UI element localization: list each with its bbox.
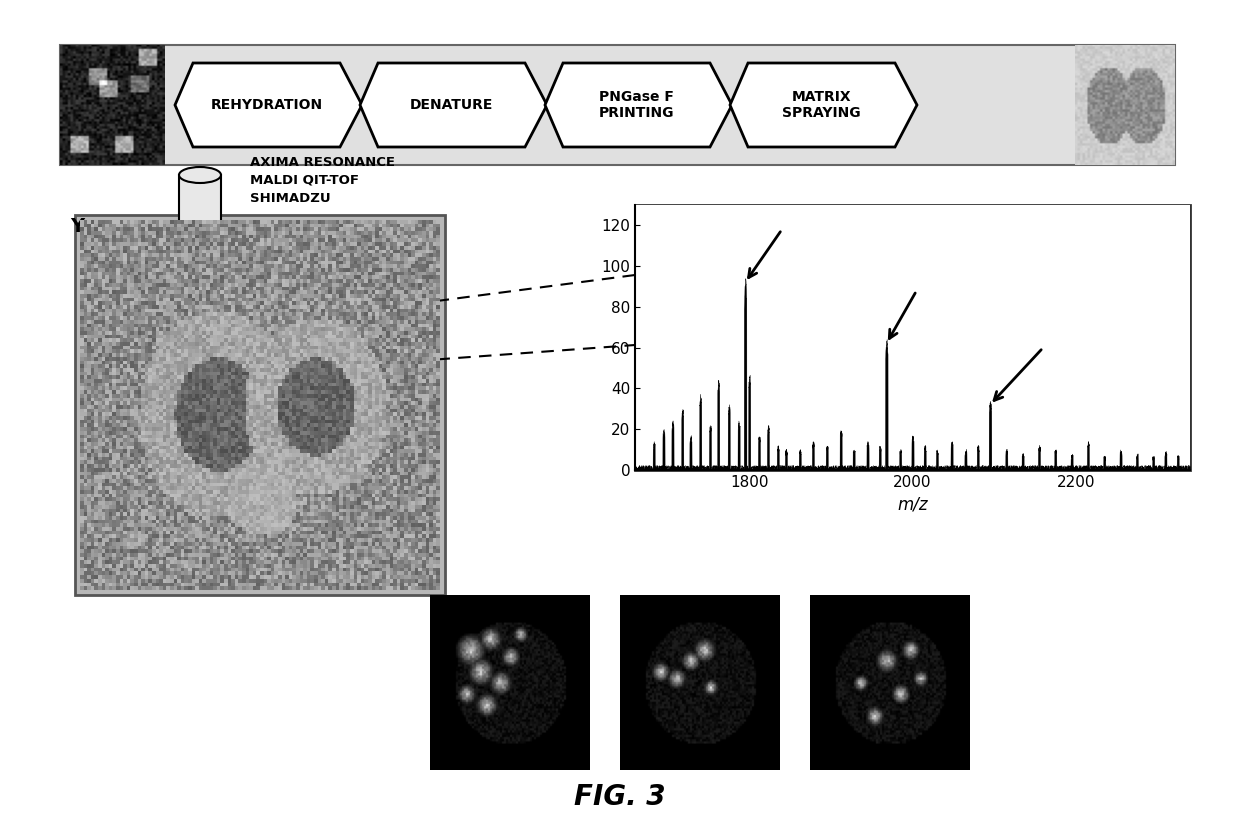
Text: X: X: [405, 568, 420, 587]
Text: Y: Y: [69, 218, 84, 237]
Polygon shape: [360, 63, 547, 147]
Text: PNGase F
PRINTING: PNGase F PRINTING: [599, 90, 675, 120]
Polygon shape: [175, 63, 362, 147]
Bar: [635, 205, 1190, 470]
Text: FIG. 3: FIG. 3: [574, 783, 666, 811]
Text: REHYDRATION: REHYDRATION: [211, 98, 322, 112]
Bar: [60, 45, 1176, 165]
Text: DENATURE: DENATURE: [409, 98, 494, 112]
X-axis label: m/z: m/z: [898, 496, 928, 513]
Polygon shape: [730, 63, 918, 147]
Ellipse shape: [179, 167, 221, 183]
Ellipse shape: [179, 222, 221, 238]
Bar: [179, 175, 221, 230]
Bar: [74, 215, 445, 595]
Polygon shape: [546, 63, 732, 147]
Text: MATRIX
SPRAYING: MATRIX SPRAYING: [782, 90, 861, 120]
Text: AXIMA RESONANCE
MALDI QIT-TOF
SHIMADZU: AXIMA RESONANCE MALDI QIT-TOF SHIMADZU: [250, 155, 396, 205]
Bar: [222, 320, 291, 370]
